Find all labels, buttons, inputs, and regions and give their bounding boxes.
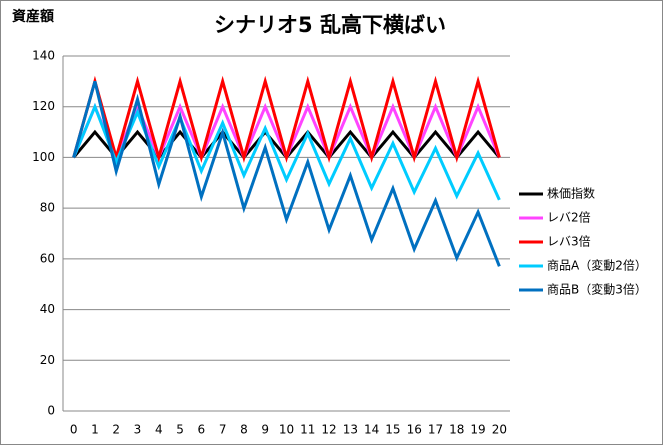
x-tick-label: 4 [155,423,163,437]
y-tick-label: 100 [32,150,55,164]
series-line [72,75,501,163]
x-tick-label: 7 [219,423,227,437]
x-tick-label: 9 [261,423,269,437]
x-tick-label: 20 [492,423,507,437]
y-tick-label: 20 [40,353,55,367]
x-tick-label: 18 [449,423,464,437]
x-tick-label: 6 [198,423,206,437]
legend-label: 商品B（変動3倍） [547,282,647,297]
x-tick-label: 12 [321,423,336,437]
legend-label: 株価指数 [547,186,595,201]
x-tick-label: 16 [407,423,422,437]
x-tick-label: 15 [385,423,400,437]
y-tick-label: 140 [32,49,55,63]
x-tick-label: 17 [428,423,443,437]
x-tick-label: 13 [343,423,358,437]
x-tick-label: 8 [240,423,248,437]
series-line [72,80,501,267]
chart-title: シナリオ5 乱高下横ばい [214,13,446,37]
x-tick-label: 14 [364,423,379,437]
legend-label: レバ3倍 [547,234,591,249]
y-axis-title: 資産額 [12,8,54,25]
x-tick-label: 11 [300,423,315,437]
y-tick-label: 80 [40,201,55,215]
y-tick-label: 120 [32,99,55,113]
x-tick-label: 2 [112,423,120,437]
x-tick-label: 3 [134,423,142,437]
x-tick-label: 0 [70,423,78,437]
x-tick-label: 10 [279,423,294,437]
x-tick-label: 19 [470,423,485,437]
legend-label: 商品A（変動2倍） [547,258,647,273]
x-tick-label: 5 [176,423,184,437]
legend-label: レバ2倍 [547,210,591,225]
y-tick-label: 0 [47,404,55,418]
y-tick-label: 40 [40,302,55,316]
x-tick-label: 1 [91,423,99,437]
y-tick-label: 60 [40,251,55,265]
